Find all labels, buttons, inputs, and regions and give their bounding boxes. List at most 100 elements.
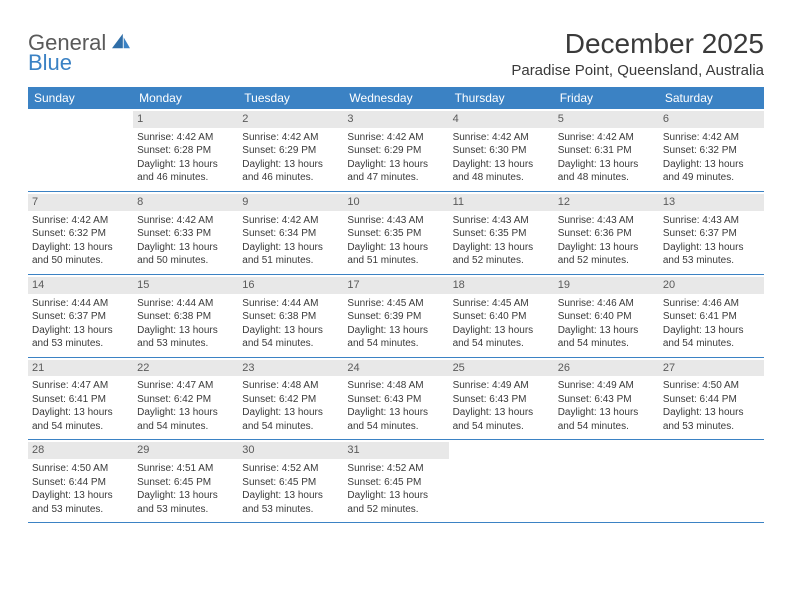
day-cell: 13 Sunrise: 4:43 AMSunset: 6:37 PMDayligh…	[659, 192, 764, 274]
daylight-text: Daylight: 13 hours and 54 minutes.	[347, 406, 444, 433]
sunrise-text: Sunrise: 4:42 AM	[242, 131, 339, 145]
day-number: 1	[133, 111, 238, 128]
daylight-text: Daylight: 13 hours and 53 minutes.	[242, 489, 339, 516]
day-cell: 24Sunrise: 4:48 AMSunset: 6:43 PMDayligh…	[343, 358, 448, 440]
sunset-text: Sunset: 6:43 PM	[453, 393, 550, 407]
day-number: 31	[343, 442, 448, 459]
daylight-text: Daylight: 13 hours and 54 minutes.	[663, 324, 760, 351]
day-number: 20	[659, 277, 764, 294]
day-number: 9	[238, 194, 343, 211]
week-row: 1Sunrise: 4:42 AMSunset: 6:28 PMDaylight…	[28, 109, 764, 192]
daylight-text: Daylight: 13 hours and 53 minutes.	[663, 406, 760, 433]
sunrise-text: Sunrise: 4:48 AM	[242, 379, 339, 393]
day-number: 29	[133, 442, 238, 459]
week-row: 7Sunrise: 4:42 AMSunset: 6:32 PMDaylight…	[28, 192, 764, 275]
day-number: 4	[449, 111, 554, 128]
weekday-header: Friday	[554, 87, 659, 109]
weekday-header: Thursday	[449, 87, 554, 109]
sunset-text: Sunset: 6:38 PM	[137, 310, 234, 324]
daylight-text: Daylight: 13 hours and 50 minutes.	[32, 241, 129, 268]
day-cell: 4Sunrise: 4:42 AMSunset: 6:30 PMDaylight…	[449, 109, 554, 191]
sunset-text: Sunset: 6:32 PM	[663, 144, 760, 158]
calendar: Sunday Monday Tuesday Wednesday Thursday…	[28, 87, 764, 523]
sunset-text: Sunset: 6:45 PM	[137, 476, 234, 490]
day-cell: 2Sunrise: 4:42 AMSunset: 6:29 PMDaylight…	[238, 109, 343, 191]
day-number: 22	[133, 360, 238, 377]
sunrise-text: Sunrise: 4:46 AM	[558, 297, 655, 311]
weekday-header: Tuesday	[238, 87, 343, 109]
sunset-text: Sunset: 6:43 PM	[347, 393, 444, 407]
day-cell: 5Sunrise: 4:42 AMSunset: 6:31 PMDaylight…	[554, 109, 659, 191]
day-number: 7	[28, 194, 133, 211]
day-number: 25	[449, 360, 554, 377]
day-cell: 20 Sunrise: 4:46 AMSunset: 6:41 PMDayligh…	[659, 275, 764, 357]
day-number: 30	[238, 442, 343, 459]
sunset-text: Sunset: 6:41 PM	[663, 310, 760, 324]
sunset-text: Sunset: 6:42 PM	[137, 393, 234, 407]
day-cell: 6Sunrise: 4:42 AMSunset: 6:32 PMDaylight…	[659, 109, 764, 191]
day-number: 8	[133, 194, 238, 211]
day-cell: 9Sunrise: 4:42 AMSunset: 6:34 PMDaylight…	[238, 192, 343, 274]
daylight-text: Daylight: 13 hours and 54 minutes.	[558, 406, 655, 433]
sunrise-text: Sunrise: 4:43 AM	[663, 214, 760, 228]
daylight-text: Daylight: 13 hours and 50 minutes.	[137, 241, 234, 268]
day-cell: 17Sunrise: 4:45 AMSunset: 6:39 PMDayligh…	[343, 275, 448, 357]
sunset-text: Sunset: 6:40 PM	[453, 310, 550, 324]
header: General December 2025 Paradise Point, Qu…	[28, 28, 764, 79]
sunset-text: Sunset: 6:42 PM	[242, 393, 339, 407]
week-row: 21Sunrise: 4:47 AMSunset: 6:41 PMDayligh…	[28, 358, 764, 441]
day-cell: 3Sunrise: 4:42 AMSunset: 6:29 PMDaylight…	[343, 109, 448, 191]
daylight-text: Daylight: 13 hours and 53 minutes.	[137, 324, 234, 351]
week-row: 14Sunrise: 4:44 AMSunset: 6:37 PMDayligh…	[28, 275, 764, 358]
sunrise-text: Sunrise: 4:42 AM	[453, 131, 550, 145]
weekday-header: Wednesday	[343, 87, 448, 109]
daylight-text: Daylight: 13 hours and 46 minutes.	[242, 158, 339, 185]
weekday-header: Saturday	[659, 87, 764, 109]
daylight-text: Daylight: 13 hours and 46 minutes.	[137, 158, 234, 185]
day-cell: 19Sunrise: 4:46 AMSunset: 6:40 PMDayligh…	[554, 275, 659, 357]
sunset-text: Sunset: 6:36 PM	[558, 227, 655, 241]
daylight-text: Daylight: 13 hours and 54 minutes.	[558, 324, 655, 351]
day-number: 21	[28, 360, 133, 377]
day-cell: 7Sunrise: 4:42 AMSunset: 6:32 PMDaylight…	[28, 192, 133, 274]
sunset-text: Sunset: 6:28 PM	[137, 144, 234, 158]
day-number: 10	[343, 194, 448, 211]
daylight-text: Daylight: 13 hours and 52 minutes.	[558, 241, 655, 268]
day-number: 24	[343, 360, 448, 377]
sunset-text: Sunset: 6:41 PM	[32, 393, 129, 407]
sunrise-text: Sunrise: 4:44 AM	[32, 297, 129, 311]
day-cell: 14Sunrise: 4:44 AMSunset: 6:37 PMDayligh…	[28, 275, 133, 357]
sunrise-text: Sunrise: 4:44 AM	[242, 297, 339, 311]
day-number: 14	[28, 277, 133, 294]
day-number: 5	[554, 111, 659, 128]
day-cell: 30Sunrise: 4:52 AMSunset: 6:45 PMDayligh…	[238, 440, 343, 522]
daylight-text: Daylight: 13 hours and 53 minutes.	[663, 241, 760, 268]
daylight-text: Daylight: 13 hours and 53 minutes.	[32, 324, 129, 351]
day-number: 17	[343, 277, 448, 294]
sunrise-text: Sunrise: 4:49 AM	[453, 379, 550, 393]
day-cell: 31Sunrise: 4:52 AMSunset: 6:45 PMDayligh…	[343, 440, 448, 522]
weekday-header: Sunday	[28, 87, 133, 109]
location: Paradise Point, Queensland, Australia	[511, 62, 764, 79]
day-cell: 16Sunrise: 4:44 AMSunset: 6:38 PMDayligh…	[238, 275, 343, 357]
day-cell: 11Sunrise: 4:43 AMSunset: 6:35 PMDayligh…	[449, 192, 554, 274]
week-row: 28Sunrise: 4:50 AMSunset: 6:44 PMDayligh…	[28, 440, 764, 523]
sunset-text: Sunset: 6:37 PM	[663, 227, 760, 241]
sunrise-text: Sunrise: 4:52 AM	[242, 462, 339, 476]
day-cell: 8Sunrise: 4:42 AMSunset: 6:33 PMDaylight…	[133, 192, 238, 274]
title-block: December 2025 Paradise Point, Queensland…	[511, 28, 764, 79]
sunrise-text: Sunrise: 4:42 AM	[558, 131, 655, 145]
sunrise-text: Sunrise: 4:46 AM	[663, 297, 760, 311]
daylight-text: Daylight: 13 hours and 51 minutes.	[347, 241, 444, 268]
day-number: 28	[28, 442, 133, 459]
daylight-text: Daylight: 13 hours and 54 minutes.	[453, 324, 550, 351]
day-cell: 27Sunrise: 4:50 AMSunset: 6:44 PMDayligh…	[659, 358, 764, 440]
sunrise-text: Sunrise: 4:44 AM	[137, 297, 234, 311]
daylight-text: Daylight: 13 hours and 52 minutes.	[453, 241, 550, 268]
day-cell: 15Sunrise: 4:44 AMSunset: 6:38 PMDayligh…	[133, 275, 238, 357]
sunrise-text: Sunrise: 4:43 AM	[347, 214, 444, 228]
sunrise-text: Sunrise: 4:42 AM	[137, 214, 234, 228]
day-number: 13	[659, 194, 764, 211]
sunset-text: Sunset: 6:45 PM	[347, 476, 444, 490]
day-cell: 21Sunrise: 4:47 AMSunset: 6:41 PMDayligh…	[28, 358, 133, 440]
